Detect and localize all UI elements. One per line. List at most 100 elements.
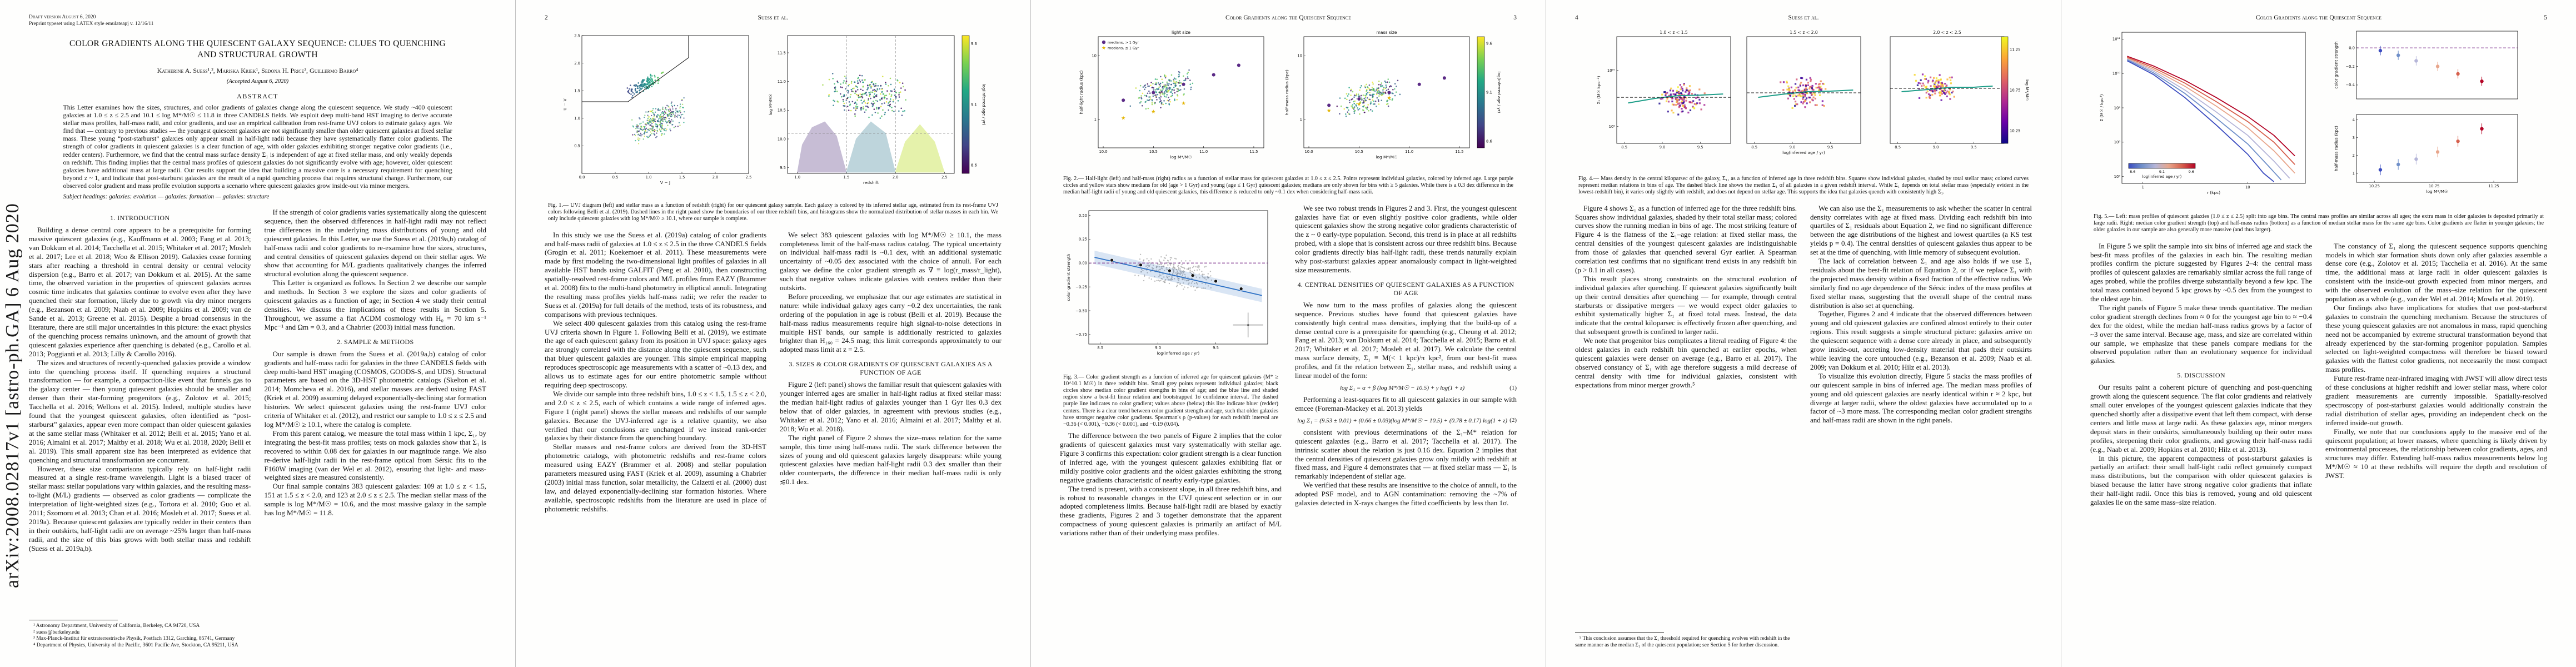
svg-text:V − J: V − J (660, 180, 670, 185)
paragraph: From this parent catalog, we measure the… (264, 429, 487, 482)
typeset-line: Preprint typeset using LATEX style emula… (29, 21, 154, 27)
svg-text:9.0: 9.0 (1932, 145, 1939, 150)
svg-text:−0.4: −0.4 (2345, 83, 2355, 87)
svg-text:log M*/M☉: log M*/M☉ (2025, 79, 2030, 101)
column-right: We can also use the Σ₁ measurements to a… (1810, 204, 2032, 648)
svg-text:0.00: 0.00 (1078, 261, 1087, 265)
results-text-block: The difference between the two panels of… (1060, 431, 1282, 537)
svg-text:2.5: 2.5 (745, 175, 751, 180)
paragraph: Stellar masses and rest-frame colors are… (545, 442, 766, 513)
paragraph: Performing a least-squares fit to all qu… (1295, 395, 1517, 412)
masthead: Draft version August 6, 2020 Preprint ty… (29, 14, 486, 27)
svg-text:11.0: 11.0 (1405, 150, 1413, 154)
paragraph: We verified that these results are insen… (1295, 481, 1517, 507)
methods-text-block: Our sample is drawn from the Suess et al… (265, 350, 487, 517)
svg-text:★: ★ (1101, 46, 1105, 51)
column-left: Figure 4 shows Σ₁ as a function of infer… (1575, 204, 1797, 648)
svg-text:10.0: 10.0 (777, 137, 785, 141)
intro-text-block-2: If the strength of color gradients varie… (265, 208, 487, 332)
svg-text:9.5: 9.5 (1970, 145, 1976, 150)
svg-text:half-mass radius (kpc): half-mass radius (kpc) (1284, 69, 1289, 115)
page-number: 5 (2544, 14, 2547, 21)
paragraph: Before proceeding, we emphasize that our… (780, 292, 1001, 354)
paragraph: ⁵ This conclusion assumes that the Σ₁ th… (1575, 635, 1790, 648)
svg-text:1: 1 (1299, 117, 1302, 122)
footnote-block: ¹ Astronomy Department, University of Ca… (29, 615, 251, 648)
paragraph: Finally, we note that our conclusions ap… (2325, 427, 2547, 480)
svg-text:light size: light size (1172, 30, 1190, 35)
paragraph: We divide our sample into three redshift… (545, 389, 766, 442)
svg-text:10.5: 10.5 (777, 108, 785, 113)
svg-text:1.5: 1.5 (679, 175, 685, 180)
svg-text:9.5: 9.5 (1697, 145, 1703, 150)
svg-text:log M*/M☉: log M*/M☉ (1170, 155, 1192, 160)
svg-text:0.0: 0.0 (579, 175, 585, 180)
figure-3-caption: Fig. 3.— Color gradient strength as a fu… (1063, 374, 1278, 428)
paragraph: ¹ Astronomy Department, University of Ca… (33, 623, 200, 629)
svg-text:log(inferred age / yr): log(inferred age / yr) (1157, 351, 1199, 356)
paragraph: Figure 4 shows Σ₁ as a function of infer… (1575, 203, 1797, 274)
svg-text:2.5: 2.5 (574, 33, 580, 38)
svg-text:10.5: 10.5 (1149, 150, 1157, 154)
svg-text:9.1: 9.1 (971, 102, 977, 107)
paragraph: We select 383 quiescent galaxies with lo… (780, 230, 1001, 292)
equation-2-number: (2) (1509, 417, 1517, 424)
figure-5-plot: 1 10 10⁷ 10⁸ 10⁹ 10¹⁰ 10¹¹ r (kpc) Σ (M☉ / kpc²)… (2090, 27, 2547, 211)
arxiv-stamp: arXiv:2008.02817v1 [astro-ph.GA] 6 Aug 2… (2, 203, 23, 588)
paragraph: We see two robust trends in Figures 2 an… (1295, 203, 1517, 274)
svg-text:−0.50: −0.50 (1075, 308, 1087, 313)
svg-text:8.6: 8.6 (1486, 139, 1492, 143)
svg-text:1.5: 1.5 (843, 175, 849, 180)
affiliation-footnotes: ¹ Astronomy Department, University of Ca… (29, 623, 251, 648)
svg-text:9.1: 9.1 (1486, 90, 1492, 94)
figure-3-plot: 8.5 9.0 9.5 −0.75 −0.50 −0.25 0.00 0.25 0.50 log(… (1060, 204, 1282, 371)
svg-text:log(inferred age / yr): log(inferred age / yr) (2142, 175, 2181, 179)
paragraph: Figure 2 (left panel) shows the familiar… (780, 380, 1001, 433)
paragraph: In this study we use the Suess et al. (2… (545, 230, 766, 318)
accepted-line: (Accepted August 6, 2020) (226, 78, 289, 84)
figure-svg: 8.5 9.0 9.5 10⁹ 10¹⁰ Σ₁ (M☉ kpc⁻²) 1.0 < z < 1… (1596, 30, 2030, 155)
svg-text:9.0: 9.0 (1155, 346, 1161, 350)
figure-2-caption: Fig. 2.— Half-light (left) and half-mass… (1063, 176, 1513, 196)
svg-text:9.0: 9.0 (1659, 145, 1665, 150)
svg-text:1.0: 1.0 (645, 175, 651, 180)
paragraph: Together, Figures 2 and 4 indicate that … (1810, 310, 2032, 371)
svg-text:10.75: 10.75 (2428, 184, 2439, 188)
paragraph: In this picture, the apparent compactnes… (2090, 454, 2312, 507)
column-right: We see two robust trends in Figures 2 an… (1295, 204, 1517, 648)
sigma1-discussion-text-block: We can also use the Σ₁ measurements to a… (1810, 204, 2032, 425)
svg-text:10⁹: 10⁹ (1608, 125, 1615, 129)
paragraph: We now turn to the mass profiles of gala… (1295, 300, 1517, 380)
svg-text:log M*/M☉: log M*/M☉ (2426, 189, 2448, 194)
svg-text:10¹¹: 10¹¹ (2112, 37, 2120, 42)
svg-text:10.75: 10.75 (2010, 88, 2020, 92)
svg-text:2: 2 (2352, 153, 2354, 158)
svg-text:8.5: 8.5 (1097, 346, 1103, 350)
svg-text:10.25: 10.25 (2010, 128, 2020, 133)
running-header: 2 Suess et al. (545, 14, 1001, 21)
svg-text:log M*/M☉: log M*/M☉ (1376, 155, 1397, 160)
svg-text:★: ★ (1181, 101, 1186, 107)
svg-text:10¹⁰: 10¹⁰ (2112, 71, 2120, 76)
paragraph: The right panels of Figure 5 make these … (2090, 303, 2312, 365)
figure-2: ★ ★ ★ 10.0 10.5 11.0 11.5 1 10 log M*/M☉ half-ligh… (1060, 27, 1517, 196)
paragraph: To visualize this evolution directly, Fi… (1810, 371, 2032, 425)
abstract-heading: ABSTRACT (237, 92, 278, 100)
svg-text:1.0: 1.0 (794, 175, 800, 180)
running-title: Color Gradients along the Quiescent Sequ… (1225, 14, 1351, 21)
footnote-block: ⁵ This conclusion assumes that the Σ₁ th… (1575, 628, 1797, 648)
svg-text:8.5: 8.5 (1751, 145, 1757, 150)
svg-text:1: 1 (1094, 117, 1096, 122)
svg-text:0.5: 0.5 (612, 175, 618, 180)
column-left: In Figure 5 we split the sample into six… (2090, 242, 2312, 648)
svg-text:9.1: 9.1 (2159, 170, 2164, 174)
paragraph: The right panel of Figure 2 shows the si… (780, 433, 1001, 486)
svg-text:8.5: 8.5 (1895, 145, 1901, 150)
svg-text:10.0: 10.0 (1304, 150, 1313, 154)
svg-text:−0.75: −0.75 (1075, 332, 1087, 337)
svg-text:9.5: 9.5 (1213, 346, 1219, 350)
two-column-body: 8.5 9.0 9.5 −0.75 −0.50 −0.25 0.00 0.25 0.50 log(… (1060, 204, 1517, 648)
svg-text:10⁷: 10⁷ (2114, 175, 2120, 179)
svg-text:half-mass radius (kpc): half-mass radius (kpc) (2334, 126, 2339, 171)
svg-text:1.5 < z < 2.0: 1.5 < z < 2.0 (1790, 30, 1818, 35)
